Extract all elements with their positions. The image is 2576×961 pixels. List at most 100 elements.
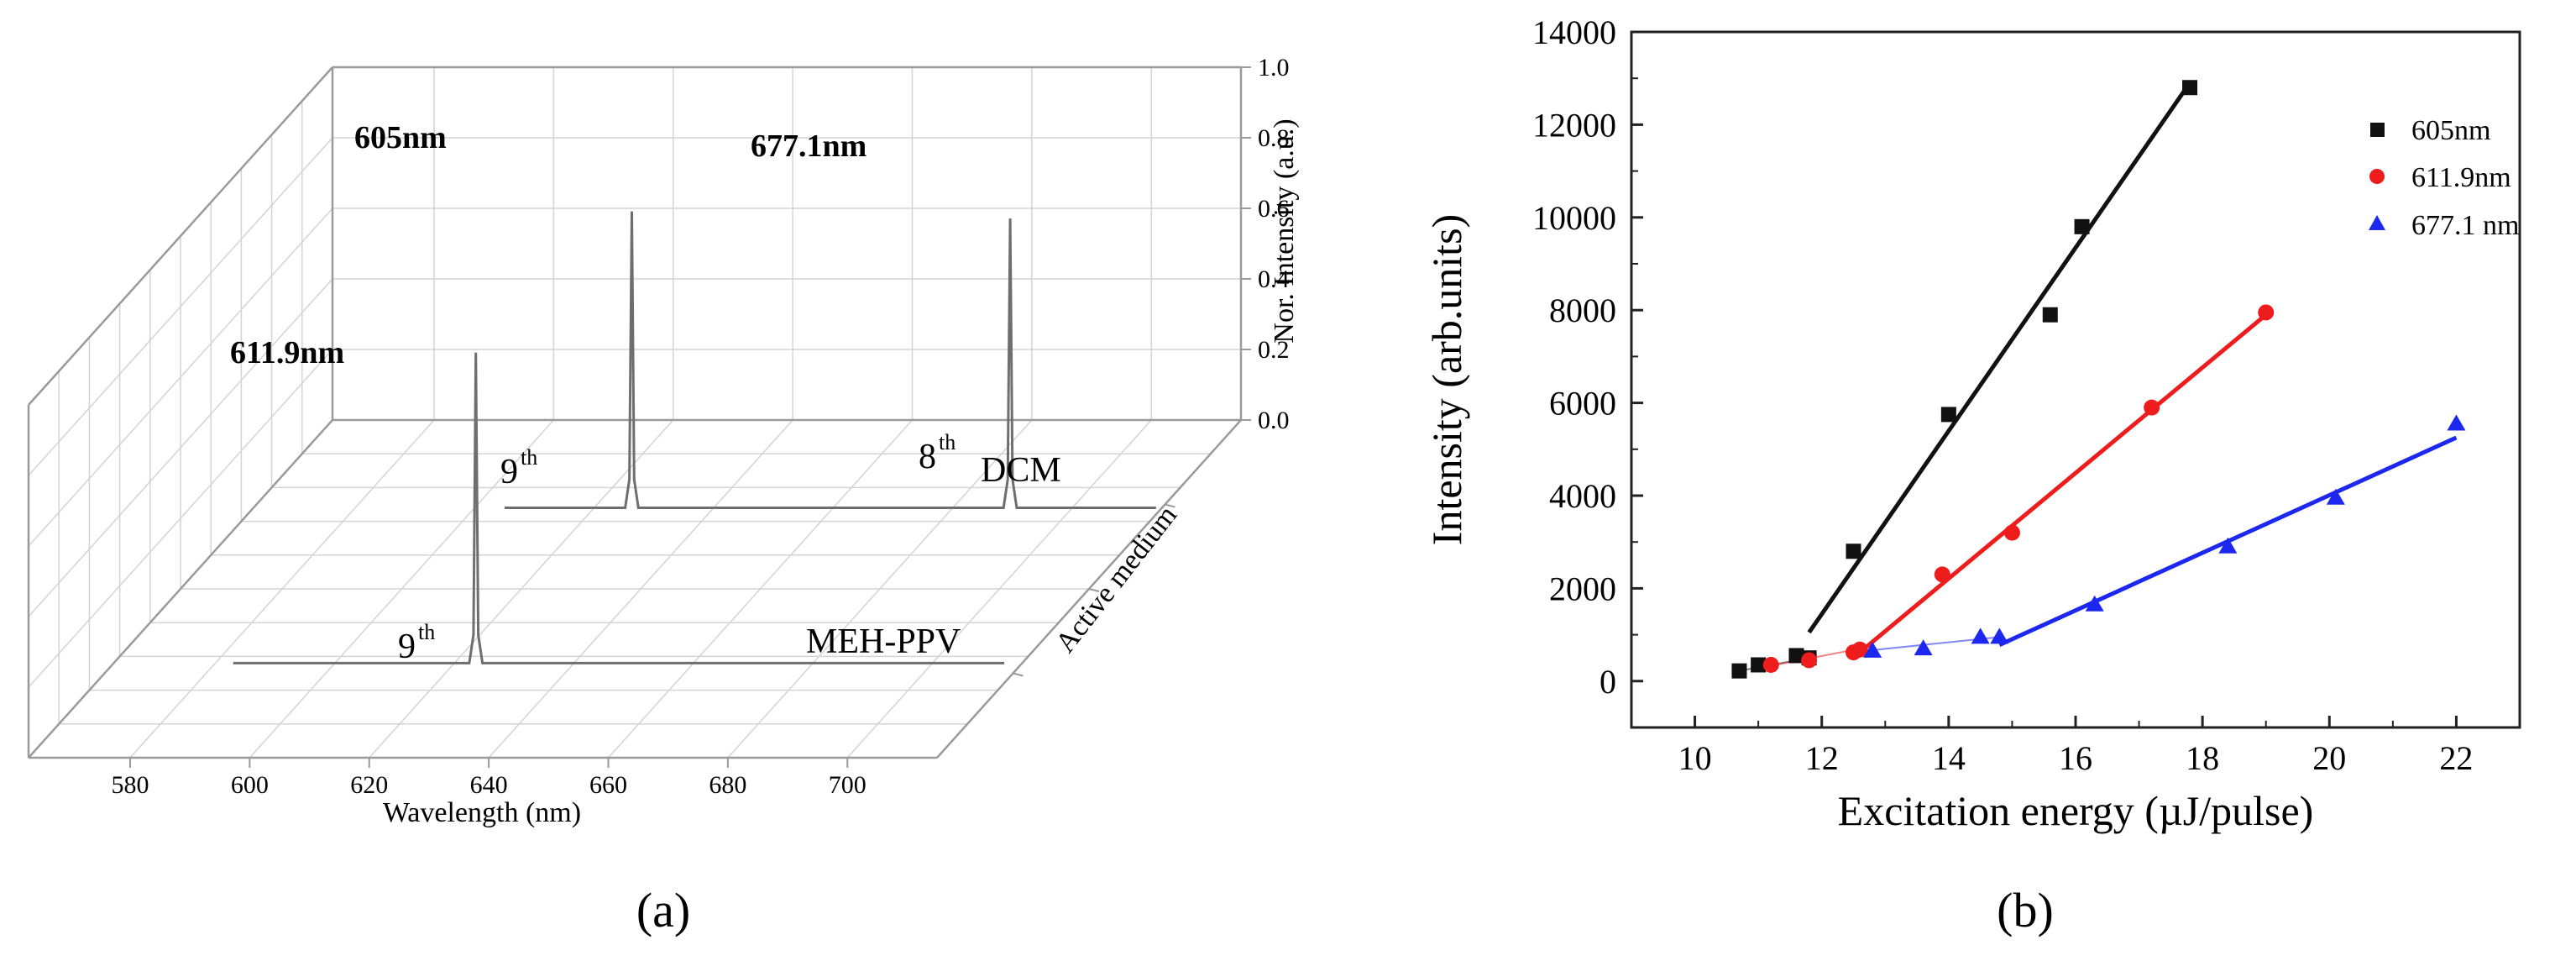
point-605nm — [1731, 663, 1747, 679]
legend-text-677-1nm: 677.1 nm — [2411, 210, 2519, 241]
point-611-9nm — [2003, 524, 2020, 541]
x-tick-label: 660 — [589, 771, 627, 799]
panel-a-label: (a) — [636, 883, 690, 937]
point-605nm — [1846, 544, 1861, 559]
svg-text:th: th — [521, 445, 537, 470]
legend-marker-605nm — [2370, 123, 2385, 137]
x-tick-label: 20 — [2312, 739, 2346, 777]
point-611-9nm — [2144, 399, 2160, 416]
depth-tick — [1013, 672, 1024, 677]
svg-text:9: 9 — [500, 453, 518, 491]
panel-b-xlabel: Excitation energy (µJ/pulse) — [1838, 787, 2314, 834]
x-tick-label: 640 — [470, 771, 508, 799]
x-tick-label: 10 — [1678, 739, 1712, 777]
legend-marker-611-9nm — [2369, 169, 2385, 184]
x-tick-label: 680 — [709, 771, 746, 799]
trace-meh-ppv — [233, 352, 1004, 664]
peak-label-605nm: 605nm — [354, 120, 447, 155]
y-tick-label: 12000 — [1532, 106, 1616, 144]
point-677-1-nm — [2218, 537, 2238, 554]
panel-b-legend: 605nm 611.9nm 677.1 nm — [2369, 115, 2519, 241]
point-605nm — [1940, 407, 1956, 423]
x-tick-label: 600 — [231, 771, 269, 799]
point-677-1-nm — [1971, 628, 1990, 644]
x-tick-label: 620 — [350, 771, 388, 799]
point-611-9nm — [1801, 652, 1818, 669]
point-611-9nm — [1934, 566, 1950, 583]
trace-dcm — [504, 211, 1156, 509]
y-tick-label: 0.0 — [1258, 407, 1290, 434]
svg-text:8: 8 — [919, 438, 936, 476]
y-tick-label: 0.8 — [1258, 124, 1290, 152]
fit-line-above-605nm — [1807, 81, 2192, 634]
panel-b-label: (b) — [1997, 883, 2054, 937]
panel-a-ticks: 580 600 620 640 660 680 700 0.0 0.2 0.4 0.6 0.8 1.0 — [112, 54, 1290, 799]
legend-text-605nm: 605nm — [2411, 115, 2490, 146]
panel-a-box-frame — [27, 66, 1243, 759]
x-tick-label: 18 — [2186, 739, 2219, 777]
panel-a-chart: 580 600 620 640 660 680 7000.00.20.40.60.81.0 … — [27, 54, 1300, 937]
depth-tick — [1165, 503, 1175, 508]
y-tick-label: 6000 — [1549, 385, 1616, 423]
y-tick-label: 14000 — [1532, 13, 1616, 51]
x-tick-label: 22 — [2439, 739, 2473, 777]
x-tick-label: 14 — [1932, 739, 1966, 777]
order-label-9th-605: 9 th — [500, 445, 537, 491]
y-tick-label: 1.0 — [1258, 54, 1290, 81]
x-tick-label: 12 — [1805, 739, 1839, 777]
side-wall-gridline — [28, 278, 333, 617]
point-605nm — [2074, 218, 2090, 234]
point-677-1-nm — [1990, 628, 2009, 644]
box-edge — [28, 419, 333, 759]
svg-text:th: th — [939, 430, 956, 454]
panel-b-ticks: 10 12 14 16 18 20 22 0 2000 4000 6000 8000 10000 1200… — [1532, 13, 2521, 777]
point-605nm — [1751, 657, 1767, 673]
point-611-9nm — [2258, 304, 2275, 321]
panel-b-plot-frame — [1630, 30, 2521, 729]
legend-text-611-9nm: 611.9nm — [2411, 162, 2511, 193]
point-605nm — [2042, 307, 2058, 323]
panel-a-zlabel: Active medium — [1050, 500, 1183, 659]
panel-a-xlabel: Wavelength (nm) — [383, 797, 581, 828]
x-tick-label: 16 — [2059, 739, 2092, 777]
series-label-dcm: DCM — [981, 451, 1061, 490]
point-677-1-nm — [1863, 641, 1882, 658]
order-label-8th-677: 8 th — [919, 430, 956, 476]
x-tick-label: 700 — [829, 771, 867, 799]
depth-tick — [1088, 588, 1100, 592]
peak-label-611-9nm: 611.9nm — [230, 335, 344, 370]
svg-text:th: th — [418, 620, 435, 644]
point-611-9nm — [1762, 656, 1779, 673]
y-tick-label: 0.4 — [1258, 265, 1290, 293]
y-tick-label: 0.6 — [1258, 195, 1290, 223]
y-tick-label: 10000 — [1532, 199, 1616, 237]
svg-text:9: 9 — [398, 628, 416, 666]
y-tick-label: 8000 — [1549, 291, 1616, 329]
x-tick-label: 580 — [112, 771, 149, 799]
point-677-1-nm — [2326, 488, 2345, 505]
point-605nm — [2182, 80, 2198, 96]
legend-marker-677-1nm — [2369, 215, 2385, 230]
y-tick-label: 4000 — [1549, 477, 1616, 515]
panel-b-ylabel: Intensity (arb.units) — [1423, 214, 1470, 545]
box-edge — [28, 66, 333, 406]
point-677-1-nm — [2085, 595, 2104, 612]
panel-b-chart: 10 12 14 16 18 20 22 0 2000 4000 6000 8000 10000 1200… — [1423, 13, 2521, 937]
series-label-meh-ppv: MEH-PPV — [806, 622, 961, 661]
panel-a-traces — [233, 211, 1156, 664]
point-677-1-nm — [2447, 414, 2466, 431]
point-677-1-nm — [1914, 639, 1933, 656]
y-tick-label: 0.2 — [1258, 336, 1290, 364]
y-tick-label: 2000 — [1549, 570, 1616, 607]
panel-a-ylabel: Nor. Intensity (a.u.) — [1269, 118, 1300, 343]
panel-b-fit-lines — [1739, 81, 2458, 672]
side-wall-gridline — [28, 137, 333, 476]
panel-b-data-points — [1731, 80, 2466, 679]
panel-a-gridlines — [28, 66, 1241, 759]
point-611-9nm — [1851, 641, 1868, 658]
side-wall-gridline — [28, 349, 333, 688]
point-605nm — [1788, 648, 1804, 664]
fit-line-above-611-9nm — [1858, 312, 2268, 654]
side-wall-gridline — [28, 207, 333, 547]
